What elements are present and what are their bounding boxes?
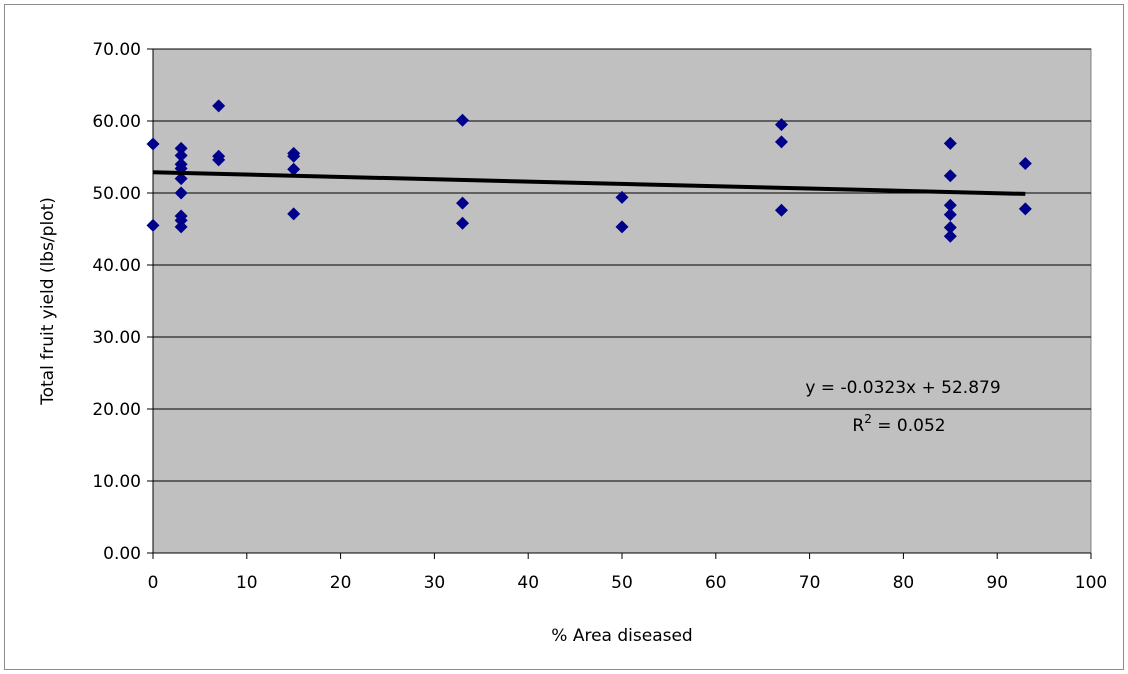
data-point bbox=[1018, 156, 1032, 170]
data-point bbox=[146, 218, 160, 232]
y-axis-title: Total fruit yield (lbs/plot) bbox=[38, 197, 58, 406]
y-tick-label: 10.00 bbox=[92, 472, 141, 492]
data-point bbox=[287, 149, 301, 163]
data-point bbox=[287, 207, 301, 221]
data-point bbox=[456, 196, 470, 210]
x-tick-label: 100 bbox=[1075, 573, 1107, 593]
x-tick-label: 50 bbox=[611, 573, 633, 593]
data-point bbox=[456, 113, 470, 127]
data-point bbox=[146, 137, 160, 151]
x-tick-label: 30 bbox=[424, 573, 446, 593]
y-tick-label: 0.00 bbox=[103, 544, 141, 564]
x-tick-label: 80 bbox=[893, 573, 915, 593]
y-tick-label: 50.00 bbox=[92, 184, 141, 204]
data-point bbox=[212, 99, 226, 113]
data-point bbox=[287, 162, 301, 176]
data-point bbox=[774, 135, 788, 149]
axes bbox=[152, 49, 1092, 559]
y-tick-label: 60.00 bbox=[92, 112, 141, 132]
data-point bbox=[174, 172, 188, 186]
data-point bbox=[174, 186, 188, 200]
x-tick-label: 70 bbox=[799, 573, 821, 593]
y-tick-label: 70.00 bbox=[92, 40, 141, 60]
data-point bbox=[943, 136, 957, 150]
r-squared-value: = 0.052 bbox=[872, 416, 946, 436]
scatter-chart: 0.0010.0020.0030.0040.0050.0060.0070.00 … bbox=[38, 40, 1108, 646]
x-tick-label: 20 bbox=[330, 573, 352, 593]
x-tick-label: 60 bbox=[705, 573, 727, 593]
y-tick-label: 20.00 bbox=[92, 400, 141, 420]
data-point bbox=[615, 190, 629, 204]
data-point bbox=[943, 221, 957, 235]
plot-area bbox=[152, 48, 1092, 554]
trendline bbox=[152, 170, 1026, 196]
data-point bbox=[943, 208, 957, 222]
data-point bbox=[174, 141, 188, 155]
data-point bbox=[212, 153, 226, 167]
data-point bbox=[774, 203, 788, 217]
y-tick-label: 40.00 bbox=[92, 256, 141, 276]
x-axis-title: % Area diseased bbox=[551, 626, 692, 646]
r-squared-superscript: 2 bbox=[864, 412, 872, 426]
y-tick-label: 30.00 bbox=[92, 328, 141, 348]
data-point bbox=[174, 220, 188, 234]
data-point bbox=[774, 118, 788, 132]
data-point bbox=[943, 198, 957, 212]
x-tick-label: 0 bbox=[148, 573, 159, 593]
trendline-equation: y = -0.0323x + 52.879 bbox=[805, 378, 1000, 398]
r-squared-label: R2 = 0.052 bbox=[852, 412, 945, 436]
x-tick-label: 90 bbox=[986, 573, 1008, 593]
data-point bbox=[456, 216, 470, 230]
y-tick-labels: 0.00 10.00 20.00 30.00 40.00 50.00 60.00 70.00 bbox=[92, 40, 141, 564]
data-point bbox=[615, 220, 629, 234]
data-point bbox=[174, 149, 188, 163]
data-point bbox=[943, 229, 957, 243]
r-squared-symbol: R bbox=[852, 416, 864, 436]
data-point bbox=[943, 169, 957, 183]
x-tick-label: 10 bbox=[236, 573, 258, 593]
chart-frame: 0.00 10.00 20.00 30.00 40.00 50.00 60.00 70.00 … bbox=[4, 4, 1124, 670]
data-point bbox=[1018, 202, 1032, 216]
x-tick-labels: 0 10 20 30 40 50 60 70 80 90 100 bbox=[148, 573, 1108, 593]
x-tick-label: 40 bbox=[517, 573, 539, 593]
